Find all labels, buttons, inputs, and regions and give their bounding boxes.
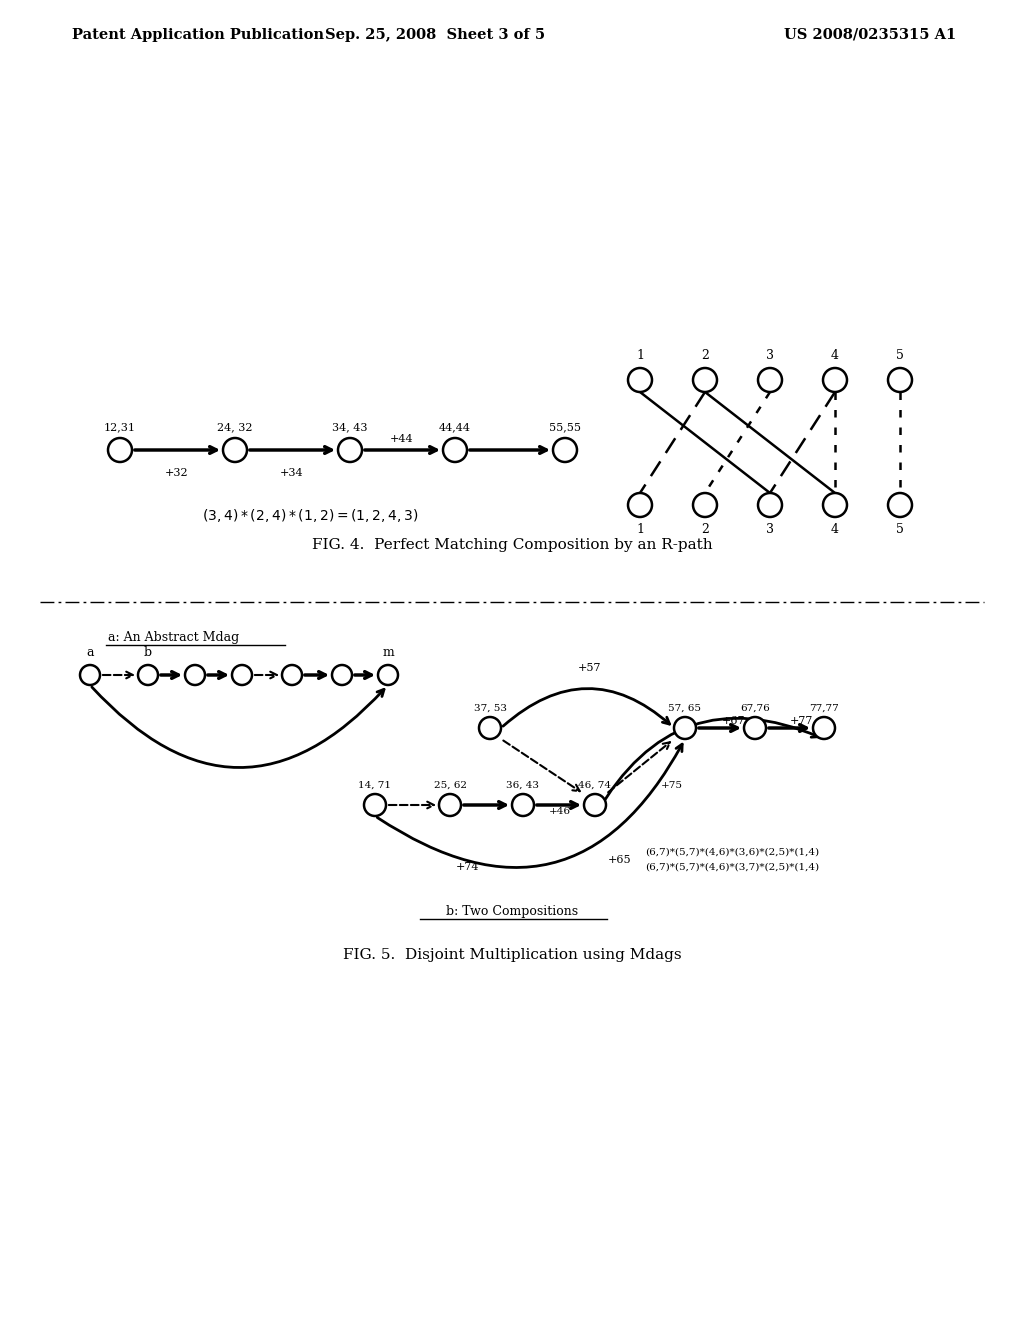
Text: 14, 71: 14, 71 bbox=[358, 781, 391, 789]
Text: 24, 32: 24, 32 bbox=[217, 422, 253, 432]
Text: 3: 3 bbox=[766, 348, 774, 362]
Text: 46, 74: 46, 74 bbox=[579, 781, 611, 789]
Text: US 2008/0235315 A1: US 2008/0235315 A1 bbox=[784, 28, 956, 42]
Circle shape bbox=[338, 438, 362, 462]
Text: 2: 2 bbox=[701, 523, 709, 536]
Circle shape bbox=[693, 368, 717, 392]
Text: 4: 4 bbox=[831, 348, 839, 362]
Text: 67,76: 67,76 bbox=[740, 704, 770, 713]
Circle shape bbox=[628, 492, 652, 517]
Text: 57, 65: 57, 65 bbox=[669, 704, 701, 713]
Text: +67: +67 bbox=[722, 715, 745, 726]
Circle shape bbox=[512, 795, 534, 816]
Text: 25, 62: 25, 62 bbox=[433, 781, 467, 789]
Text: m: m bbox=[382, 645, 394, 659]
Circle shape bbox=[823, 368, 847, 392]
Circle shape bbox=[282, 665, 302, 685]
Text: (6,7)*(5,7)*(4,6)*(3,7)*(2,5)*(1,4): (6,7)*(5,7)*(4,6)*(3,7)*(2,5)*(1,4) bbox=[645, 862, 819, 871]
Text: Patent Application Publication: Patent Application Publication bbox=[72, 28, 324, 42]
Text: a: An Abstract Mdag: a: An Abstract Mdag bbox=[108, 631, 240, 644]
Text: +74: +74 bbox=[457, 862, 480, 873]
Circle shape bbox=[223, 438, 247, 462]
Text: 5: 5 bbox=[896, 523, 904, 536]
Text: 5: 5 bbox=[896, 348, 904, 362]
Circle shape bbox=[813, 717, 835, 739]
Circle shape bbox=[108, 438, 132, 462]
Circle shape bbox=[584, 795, 606, 816]
Circle shape bbox=[332, 665, 352, 685]
Circle shape bbox=[439, 795, 461, 816]
Text: FIG. 5.  Disjoint Multiplication using Mdags: FIG. 5. Disjoint Multiplication using Md… bbox=[343, 948, 681, 962]
Circle shape bbox=[378, 665, 398, 685]
Text: +77: +77 bbox=[790, 715, 813, 726]
Text: 1: 1 bbox=[636, 523, 644, 536]
Text: 12,31: 12,31 bbox=[104, 422, 136, 432]
Circle shape bbox=[888, 368, 912, 392]
Text: 2: 2 bbox=[701, 348, 709, 362]
Text: +34: +34 bbox=[281, 469, 304, 478]
Text: 3: 3 bbox=[766, 523, 774, 536]
Text: 36, 43: 36, 43 bbox=[507, 781, 540, 789]
Text: +75: +75 bbox=[662, 781, 683, 789]
Text: 1: 1 bbox=[636, 348, 644, 362]
Circle shape bbox=[674, 717, 696, 739]
Text: +57: +57 bbox=[579, 663, 602, 673]
Circle shape bbox=[758, 368, 782, 392]
Text: a: a bbox=[86, 645, 94, 659]
Circle shape bbox=[232, 665, 252, 685]
Text: +32: +32 bbox=[165, 469, 188, 478]
Text: +65: +65 bbox=[608, 855, 632, 865]
Text: 44,44: 44,44 bbox=[439, 422, 471, 432]
Text: 4: 4 bbox=[831, 523, 839, 536]
Text: $(3, 4)*(2, 4)*(1, 2) = (1,  2,  4,  3)$: $(3, 4)*(2, 4)*(1, 2) = (1, 2, 4, 3)$ bbox=[202, 507, 419, 524]
Circle shape bbox=[479, 717, 501, 739]
Circle shape bbox=[628, 368, 652, 392]
Circle shape bbox=[553, 438, 577, 462]
Circle shape bbox=[823, 492, 847, 517]
Text: Sep. 25, 2008  Sheet 3 of 5: Sep. 25, 2008 Sheet 3 of 5 bbox=[325, 28, 545, 42]
Text: b: b bbox=[144, 645, 152, 659]
Text: FIG. 4.  Perfect Matching Composition by an R-path: FIG. 4. Perfect Matching Composition by … bbox=[311, 539, 713, 552]
Text: (6,7)*(5,7)*(4,6)*(3,6)*(2,5)*(1,4): (6,7)*(5,7)*(4,6)*(3,6)*(2,5)*(1,4) bbox=[645, 847, 819, 857]
Circle shape bbox=[443, 438, 467, 462]
Text: 77,77: 77,77 bbox=[809, 704, 839, 713]
Circle shape bbox=[138, 665, 158, 685]
Text: +46: +46 bbox=[549, 807, 571, 816]
Circle shape bbox=[888, 492, 912, 517]
Circle shape bbox=[80, 665, 100, 685]
Text: 37, 53: 37, 53 bbox=[473, 704, 507, 713]
Circle shape bbox=[364, 795, 386, 816]
Circle shape bbox=[758, 492, 782, 517]
Circle shape bbox=[693, 492, 717, 517]
Text: 55,55: 55,55 bbox=[549, 422, 581, 432]
Text: b: Two Compositions: b: Two Compositions bbox=[445, 906, 579, 919]
Text: 34, 43: 34, 43 bbox=[332, 422, 368, 432]
Circle shape bbox=[185, 665, 205, 685]
Circle shape bbox=[744, 717, 766, 739]
Text: +44: +44 bbox=[390, 434, 414, 444]
